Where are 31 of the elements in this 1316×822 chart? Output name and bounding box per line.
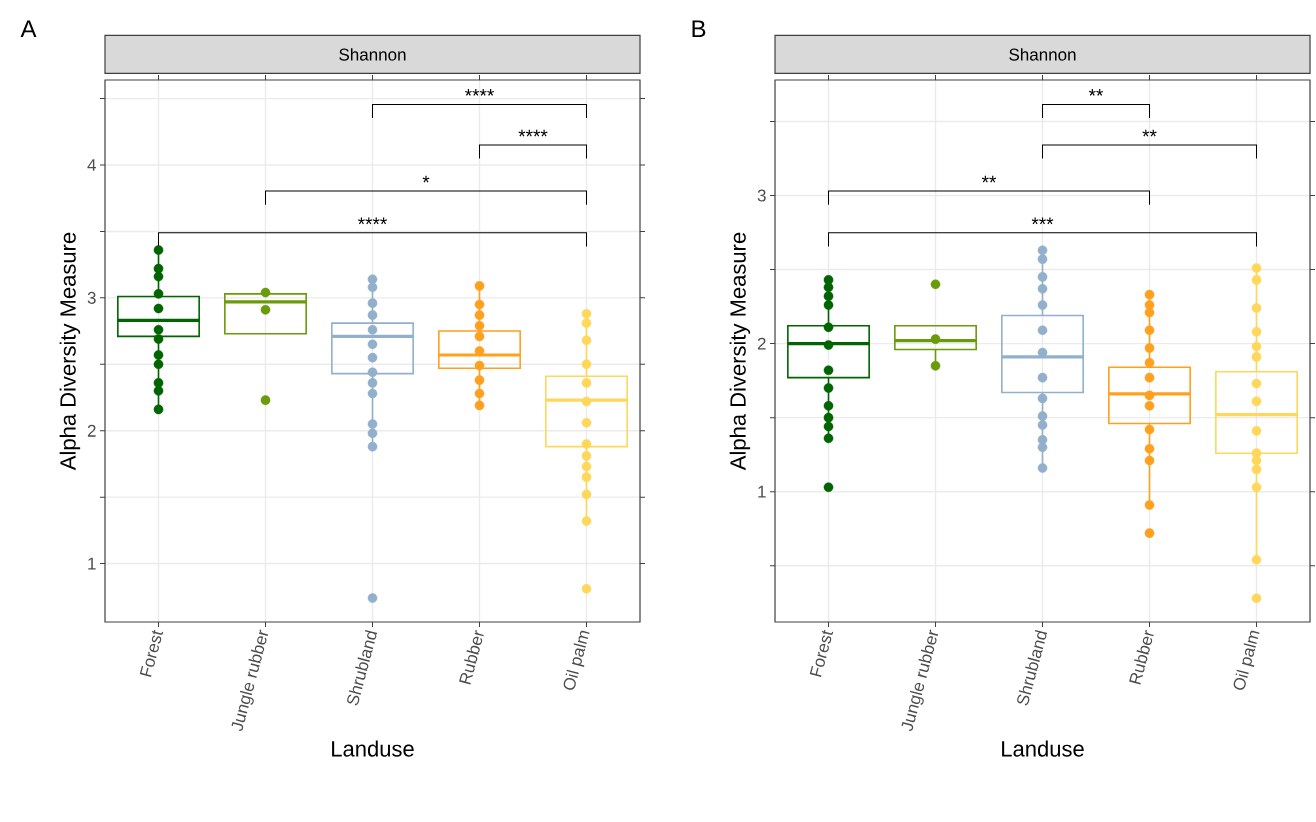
x-tick-label: Oil palm [563, 630, 590, 690]
x-tick-label: Forest [139, 629, 164, 678]
y-tick-label: 3 [757, 189, 766, 202]
x-tick-label: Rubber [459, 629, 484, 685]
x-tick-label: Oil palm [1233, 630, 1260, 690]
annotation: ** [1142, 129, 1157, 137]
y-tick-label: 2 [87, 424, 96, 437]
chart-title: Shannon [339, 48, 406, 61]
y-tick-label: 3 [87, 291, 96, 304]
y-tick-label: 2 [757, 337, 766, 350]
x-tick-label: Jungle rubber [231, 629, 269, 731]
x-axis-title: Landuse [1002, 740, 1084, 757]
x-axis-title: Landuse [332, 740, 414, 757]
annotation: ** [1088, 89, 1104, 96]
chart-title: Shannon [1009, 48, 1076, 61]
text: A [20, 20, 37, 38]
x-tick-label: Forest [809, 629, 834, 678]
annotation: * [422, 175, 430, 183]
annotation: **** [358, 217, 387, 225]
y-tick-label: 4 [87, 159, 96, 171]
y-tick-label: 1 [88, 557, 96, 570]
y-axis-title: Alpha Diversity Measure [59, 232, 81, 471]
annotation: **** [465, 89, 494, 96]
text: B [692, 20, 706, 38]
x-tick-label: Jungle rubber [901, 629, 939, 731]
y-axis-title: Alpha Diversity Measure [729, 232, 751, 471]
annotation: **** [518, 129, 548, 137]
x-tick-label: Rubber [1129, 629, 1154, 685]
y-tick-label: 1 [758, 485, 766, 498]
annotation: ** [981, 175, 997, 183]
annotation: *** [1031, 217, 1054, 225]
